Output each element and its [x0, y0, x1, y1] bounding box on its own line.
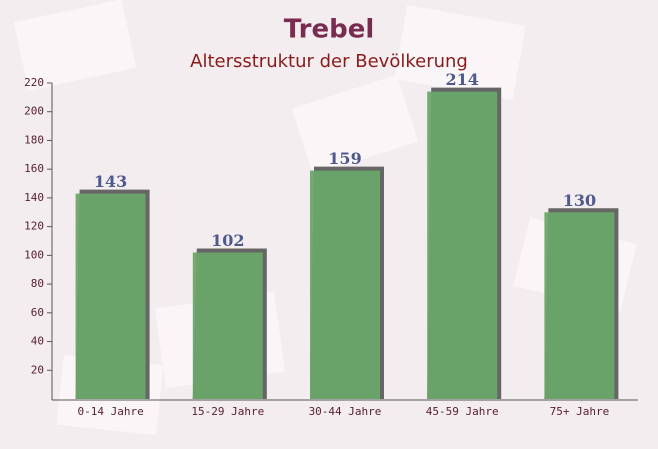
- value-label: 143: [94, 172, 127, 191]
- x-tick-label: 0-14 Jahre: [77, 405, 143, 418]
- bar: [75, 193, 146, 399]
- bar: [192, 252, 263, 399]
- background-pattern: [13, 0, 637, 436]
- x-tick-label: 75+ Jahre: [550, 405, 610, 418]
- chart-title: Trebel: [284, 15, 375, 45]
- value-label: 102: [211, 231, 244, 250]
- value-label: 130: [563, 191, 596, 210]
- y-tick-label: 180: [24, 133, 44, 146]
- value-label: 159: [328, 149, 361, 168]
- y-tick-label: 20: [31, 363, 44, 376]
- y-tick-label: 140: [24, 191, 44, 204]
- y-tick-label: 200: [24, 105, 44, 118]
- x-tick-label: 30-44 Jahre: [309, 405, 382, 418]
- y-tick-label: 100: [24, 248, 44, 261]
- chart-subtitle: Altersstruktur der Bevölkerung: [190, 51, 468, 72]
- y-tick-label: 220: [24, 76, 44, 89]
- bar: [544, 212, 615, 399]
- value-label: 214: [445, 70, 478, 89]
- x-tick-label: 45-59 Jahre: [426, 405, 499, 418]
- x-tick-label: 15-29 Jahre: [191, 405, 264, 418]
- y-tick-label: 80: [31, 277, 44, 290]
- bar: [310, 170, 380, 399]
- bar: [427, 91, 498, 400]
- y-tick-label: 40: [31, 335, 44, 348]
- y-tick-label: 120: [24, 220, 44, 233]
- y-tick-label: 160: [24, 162, 44, 175]
- y-tick-label: 60: [31, 306, 44, 319]
